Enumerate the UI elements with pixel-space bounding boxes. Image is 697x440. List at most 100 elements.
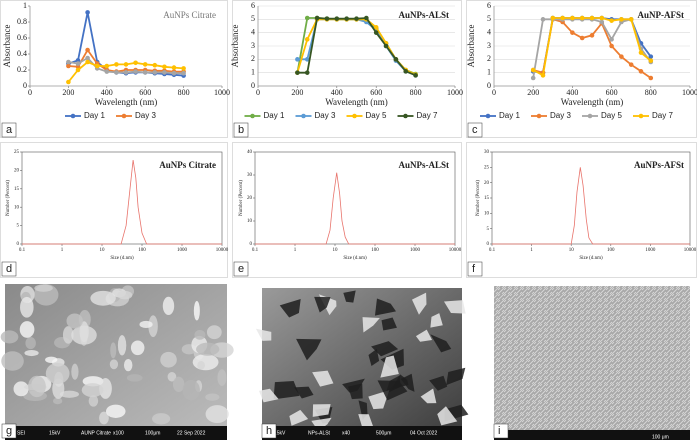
- data-point: [142, 70, 148, 75]
- data-point: [344, 16, 349, 21]
- y-axis-label: Absorbance: [2, 25, 12, 68]
- panel-frame: [232, 0, 462, 138]
- legend-marker: [403, 113, 408, 119]
- data-point: [66, 79, 71, 85]
- data-point: [304, 57, 310, 62]
- sem-particle: [62, 326, 74, 344]
- sem-fragment: [343, 290, 356, 303]
- data-point: [295, 70, 300, 75]
- x-axis-label: Wavelength (nm): [325, 97, 388, 107]
- chart-title: AuNPs-ALSt: [398, 10, 449, 20]
- data-point: [304, 37, 310, 42]
- sem-fragment: [368, 390, 390, 410]
- data-point: [334, 16, 340, 21]
- y-tick-label: 3: [251, 41, 255, 50]
- sem-particle: [34, 284, 53, 292]
- sem-fragment: [273, 381, 300, 400]
- sem-particle: [99, 378, 112, 399]
- data-point: [628, 62, 634, 67]
- panel-letter: b: [238, 124, 244, 136]
- sem-fragment: [289, 409, 309, 426]
- sem-caption-bar: [5, 426, 227, 440]
- legend-label: Day 3: [135, 111, 156, 120]
- y-tick-label: 3: [487, 41, 491, 50]
- data-point: [530, 75, 536, 81]
- sem-caption: SEI: [17, 430, 25, 436]
- y-tick-label: 0.6: [17, 33, 27, 42]
- legend-label: Day 7: [417, 111, 438, 120]
- x-tick-label: 0: [256, 88, 260, 97]
- x-tick-label: 10000: [684, 248, 697, 253]
- data-point: [570, 15, 575, 21]
- data-point: [373, 30, 379, 35]
- data-point: [162, 70, 167, 75]
- sem-particle: [182, 379, 200, 401]
- sem-fragment: [371, 341, 399, 357]
- y-tick-label: 0: [251, 81, 255, 90]
- x-tick-label: 1000: [410, 248, 421, 253]
- sem-particle: [90, 290, 116, 306]
- y-tick-label: 0.8: [17, 17, 27, 26]
- x-tick-label: 200: [62, 88, 74, 97]
- sem-fragment: [312, 370, 334, 387]
- sem-particle: [152, 413, 171, 425]
- y-tick-label: 0.2: [17, 65, 27, 74]
- data-point: [619, 17, 624, 22]
- sem-caption: 500μm: [376, 430, 391, 436]
- sem-particle: [66, 313, 83, 329]
- data-point: [85, 59, 90, 65]
- data-point: [383, 43, 389, 49]
- sem-particle: [205, 405, 229, 424]
- sem-particle: [25, 336, 36, 350]
- y-tick-label: 6: [487, 1, 491, 10]
- x-tick-label: 1: [530, 248, 533, 253]
- y-tick-label: 40: [247, 150, 253, 155]
- x-axis-label: Size (d.nm): [343, 256, 367, 261]
- sem-particle: [81, 383, 104, 398]
- sem-caption: AUNP Citrate: [81, 430, 111, 436]
- sem-particle: [13, 381, 29, 397]
- data-point: [66, 63, 71, 69]
- y-axis-label: Absorbance: [230, 25, 240, 68]
- x-tick-label: 400: [331, 88, 343, 97]
- sem-particle: [105, 404, 126, 418]
- sem-particle: [172, 376, 185, 392]
- series-line: [22, 160, 222, 245]
- data-point: [579, 15, 585, 21]
- legend-marker: [638, 113, 644, 119]
- sem-caption-bar: [262, 426, 462, 440]
- chart-title: AuNP-AFSt: [638, 10, 685, 20]
- legend-label: Day 5: [601, 111, 622, 120]
- data-point: [75, 67, 81, 73]
- data-point: [162, 64, 167, 70]
- x-tick-label: 0: [28, 88, 32, 97]
- x-tick-label: 0.1: [19, 248, 26, 253]
- legend-marker: [587, 113, 593, 119]
- y-tick-label: 10: [247, 219, 253, 224]
- data-point: [648, 54, 654, 59]
- data-point: [85, 47, 90, 53]
- sem-caption: 04 Oct 2022: [410, 430, 437, 436]
- y-tick-label: 2: [251, 54, 255, 63]
- sem-particle: [99, 411, 109, 425]
- chart-title: AuNPs-AFSt: [634, 160, 684, 170]
- y-tick-label: 4: [251, 27, 255, 36]
- data-point: [413, 73, 418, 78]
- panel-letter-box: [233, 122, 249, 138]
- y-axis-label: Number (Percent): [239, 180, 244, 216]
- data-point: [66, 59, 71, 65]
- legend-label: Day 1: [499, 111, 520, 120]
- data-point: [181, 70, 186, 76]
- panel-letter: g: [6, 425, 12, 437]
- sem-fragment: [255, 328, 272, 341]
- sem-fragment: [368, 348, 380, 367]
- y-tick-label: 30: [247, 173, 253, 178]
- data-point: [152, 62, 158, 68]
- sem-particle: [45, 362, 70, 384]
- sem-caption: x100: [113, 430, 124, 436]
- sem-particle: [196, 342, 220, 356]
- sem-fragment: [314, 296, 331, 313]
- data-point: [304, 70, 310, 75]
- sem-particle: [0, 330, 19, 344]
